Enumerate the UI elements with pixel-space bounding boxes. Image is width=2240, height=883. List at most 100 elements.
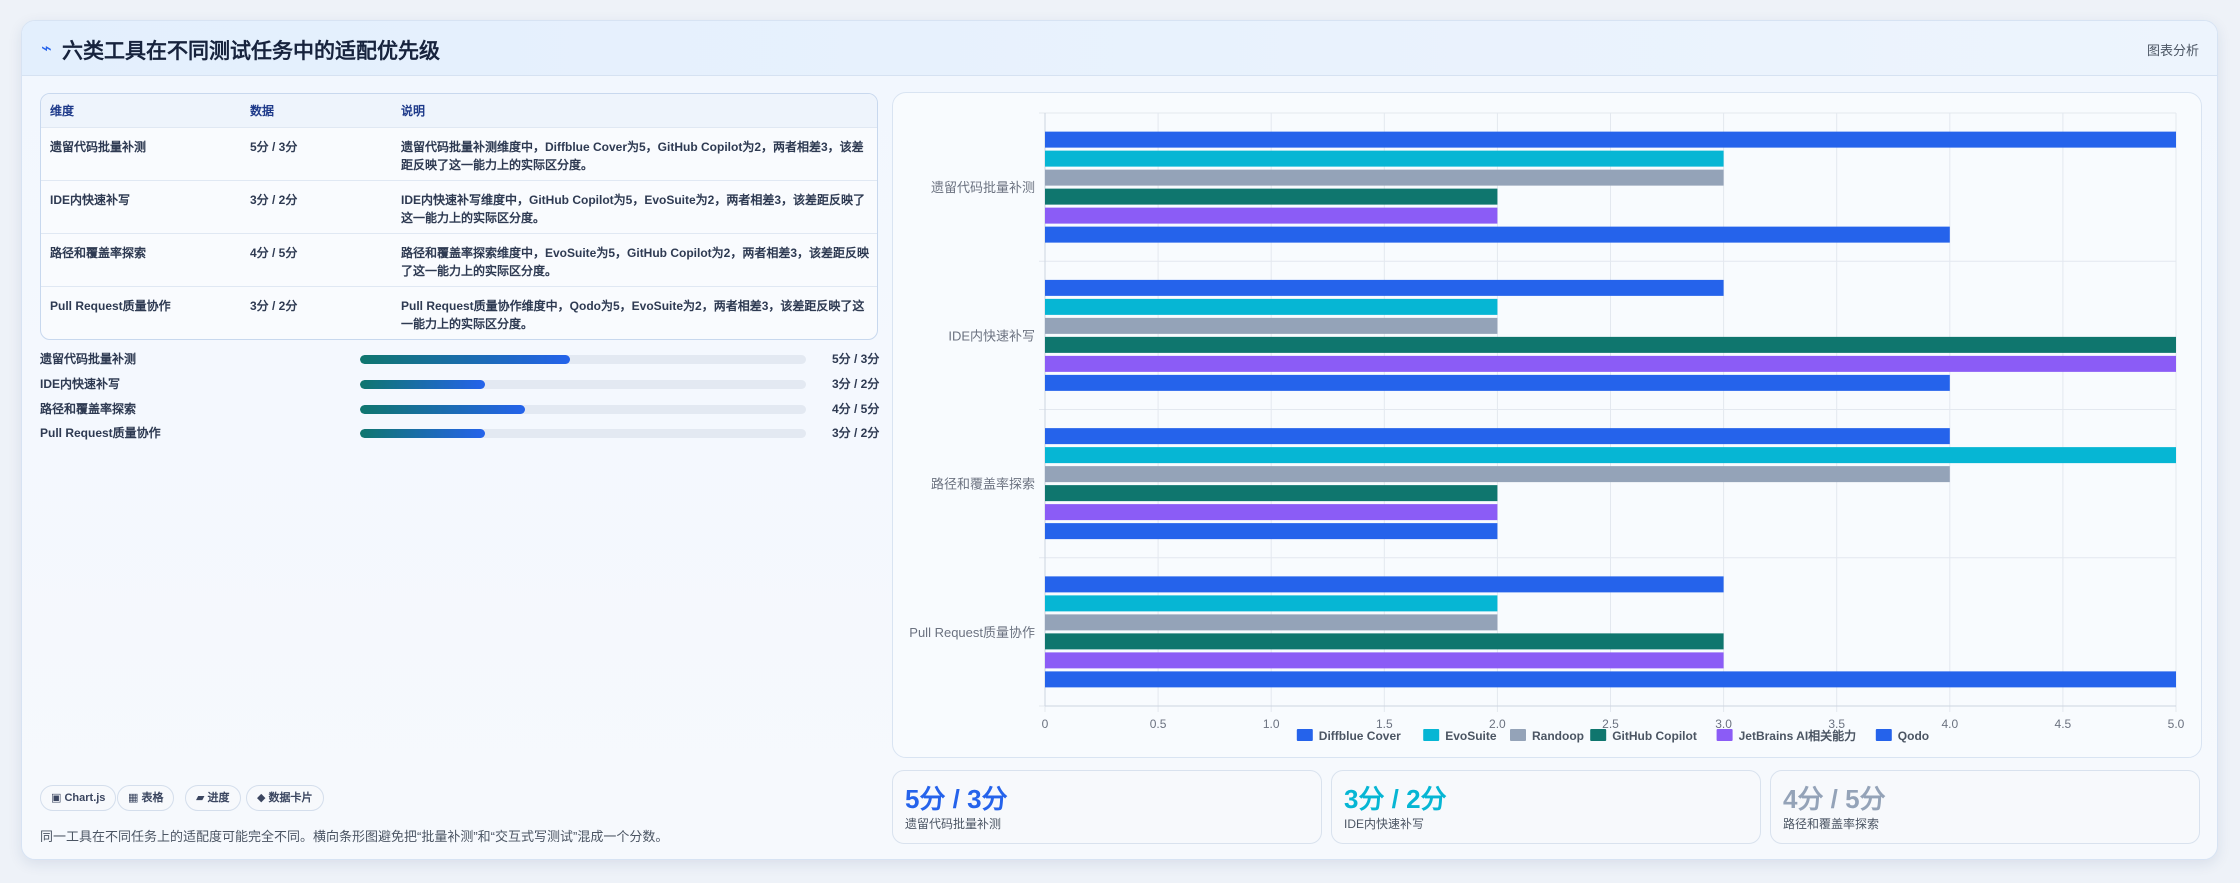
x-tick-label: 3.0 bbox=[1715, 717, 1732, 731]
progress-fill bbox=[360, 355, 570, 364]
legend-label: Qodo bbox=[1898, 729, 1929, 743]
y-category-label: 路径和覆盖率探索 bbox=[931, 477, 1035, 492]
y-category-label: Pull Request质量协作 bbox=[909, 625, 1035, 640]
table-cell-description: 遗留代码批量补测维度中，Diffblue Cover为5，GitHub Copi… bbox=[401, 140, 864, 172]
x-tick-label: 2.0 bbox=[1489, 717, 1506, 731]
table-row: 遗留代码批量补测 5分 / 3分 遗留代码批量补测维度中，Diffblue Co… bbox=[41, 127, 877, 180]
stat-label: IDE内快速补写 bbox=[1344, 817, 1425, 831]
x-tick-label: 5.0 bbox=[2168, 717, 2185, 731]
table-cell-data: 4分 / 5分 bbox=[250, 246, 298, 260]
bar bbox=[1045, 374, 1950, 391]
diamond-icon: ◆ bbox=[257, 792, 266, 804]
table-cell-data: 5分 / 3分 bbox=[250, 140, 298, 154]
column-header-dimension: 维度 bbox=[50, 104, 75, 118]
table-icon: ▦ bbox=[128, 792, 139, 804]
progress-fill bbox=[360, 380, 485, 389]
progress-row: IDE内快速补写 3分 / 2分 bbox=[40, 375, 880, 393]
table-cell-description: IDE内快速补写维度中，GitHub Copilot为5，EvoSuite为2，… bbox=[401, 193, 866, 225]
stat-card: 4分 / 5分 路径和覆盖率探索 bbox=[1770, 770, 2200, 844]
bar bbox=[1045, 188, 1498, 205]
x-tick-label: 1.0 bbox=[1263, 717, 1280, 731]
chip-label: 进度 bbox=[207, 792, 230, 804]
progress-row: 路径和覆盖率探索 4分 / 5分 bbox=[40, 400, 880, 418]
legend-label: EvoSuite bbox=[1445, 729, 1497, 743]
pulse-icon: ⌁ bbox=[41, 38, 52, 58]
x-tick-label: 4.0 bbox=[1941, 717, 1958, 731]
stat-value: 4分 / 5分 bbox=[1783, 784, 1886, 814]
progress-track bbox=[360, 355, 806, 364]
progress-value: 3分 / 2分 bbox=[832, 426, 880, 440]
progress-label: 路径和覆盖率探索 bbox=[40, 402, 137, 416]
column-header-description: 说明 bbox=[401, 104, 426, 118]
legend-swatch bbox=[1423, 729, 1440, 741]
chip-label: Chart.js bbox=[64, 792, 106, 804]
stat-card: 3分 / 2分 IDE内快速补写 bbox=[1331, 770, 1761, 844]
stat-label: 遗留代码批量补测 bbox=[905, 817, 1002, 831]
legend-swatch bbox=[1296, 729, 1313, 741]
chart-analysis-tag: 图表分析 bbox=[2146, 43, 2199, 58]
legend-label: Diffblue Cover bbox=[1319, 729, 1401, 743]
x-tick-label: 0.5 bbox=[1150, 717, 1167, 731]
bar bbox=[1045, 428, 1950, 445]
progress-track bbox=[360, 429, 806, 438]
bar bbox=[1045, 207, 1498, 224]
stat-label: 路径和覆盖率探索 bbox=[1783, 817, 1880, 831]
table-cell-dimension: Pull Request质量协作 bbox=[50, 299, 171, 313]
bar bbox=[1045, 169, 1724, 186]
stat-value: 3分 / 2分 bbox=[1344, 784, 1447, 814]
table-cell-dimension: 路径和覆盖率探索 bbox=[50, 246, 147, 260]
legend-swatch bbox=[1510, 729, 1526, 741]
progress-label: Pull Request质量协作 bbox=[40, 426, 161, 440]
legend-label: GitHub Copilot bbox=[1612, 729, 1697, 743]
chip-chartjs[interactable]: ▣ Chart.js bbox=[40, 785, 117, 811]
stat-card: 5分 / 3分 遗留代码批量补测 bbox=[892, 770, 1322, 844]
bar bbox=[1045, 336, 2176, 353]
bar bbox=[1045, 652, 1724, 669]
table-cell-dimension: 遗留代码批量补测 bbox=[50, 140, 147, 154]
bar bbox=[1045, 131, 2176, 148]
table-row: Pull Request质量协作 3分 / 2分 Pull Request质量协… bbox=[41, 286, 877, 339]
y-category-label: 遗留代码批量补测 bbox=[931, 180, 1035, 195]
bar bbox=[1045, 317, 1498, 334]
chip-progress[interactable]: ▰ 进度 bbox=[185, 785, 241, 811]
chip-table[interactable]: ▦ 表格 bbox=[117, 785, 175, 811]
table-header-row: 维度 数据 说明 bbox=[41, 94, 877, 127]
x-tick-label: 4.5 bbox=[2055, 717, 2072, 731]
bar bbox=[1045, 226, 1950, 243]
legend-swatch bbox=[1716, 729, 1733, 741]
progress-track bbox=[360, 405, 806, 414]
stat-value: 5分 / 3分 bbox=[905, 784, 1008, 814]
bar bbox=[1045, 485, 1498, 502]
progress-value: 3分 / 2分 bbox=[832, 377, 880, 391]
bar bbox=[1045, 633, 1724, 650]
bar bbox=[1045, 466, 1950, 483]
table-cell-description: Pull Request质量协作维度中，Qodo为5，EvoSuite为2，两者… bbox=[401, 299, 865, 331]
chip-data-cards[interactable]: ◆ 数据卡片 bbox=[246, 785, 324, 811]
progress-value: 5分 / 3分 bbox=[832, 352, 880, 366]
bar bbox=[1045, 504, 1498, 521]
chip-label: 数据卡片 bbox=[268, 792, 313, 804]
x-tick-label: 3.5 bbox=[1828, 717, 1845, 731]
x-tick-label: 0 bbox=[1042, 717, 1049, 731]
chip-label: 表格 bbox=[141, 792, 164, 804]
table-row: IDE内快速补写 3分 / 2分 IDE内快速补写维度中，GitHub Copi… bbox=[41, 180, 877, 233]
legend-swatch bbox=[1875, 729, 1892, 741]
legend-label: JetBrains AI相关能力 bbox=[1739, 728, 1857, 743]
bar bbox=[1045, 595, 1498, 612]
bar bbox=[1045, 279, 1724, 296]
column-header-data: 数据 bbox=[250, 104, 275, 118]
progress-track bbox=[360, 380, 806, 389]
data-table: 维度 数据 说明 遗留代码批量补测 5分 / 3分 遗留代码批量补测维度中，Di… bbox=[40, 93, 878, 340]
table-cell-description: 路径和覆盖率探索维度中，EvoSuite为5，GitHub Copilot为2，… bbox=[401, 246, 870, 278]
bar bbox=[1045, 355, 2176, 372]
progress-value: 4分 / 5分 bbox=[832, 402, 880, 416]
table-cell-dimension: IDE内快速补写 bbox=[50, 193, 131, 207]
chart-card: ⌁ 六类工具在不同测试任务中的适配优先级 图表分析 维度 数据 说明 遗留代码批… bbox=[21, 20, 2218, 860]
y-category-label: IDE内快速补写 bbox=[948, 328, 1035, 343]
footnote: 同一工具在不同任务上的适配度可能完全不同。横向条形图避免把“批量补测”和“交互式… bbox=[40, 829, 669, 844]
bar bbox=[1045, 150, 1724, 167]
page-title: 六类工具在不同测试任务中的适配优先级 bbox=[62, 40, 440, 63]
progress-fill bbox=[360, 405, 526, 414]
x-tick-label: 1.5 bbox=[1376, 717, 1393, 731]
legend-label: Randoop bbox=[1532, 729, 1584, 743]
